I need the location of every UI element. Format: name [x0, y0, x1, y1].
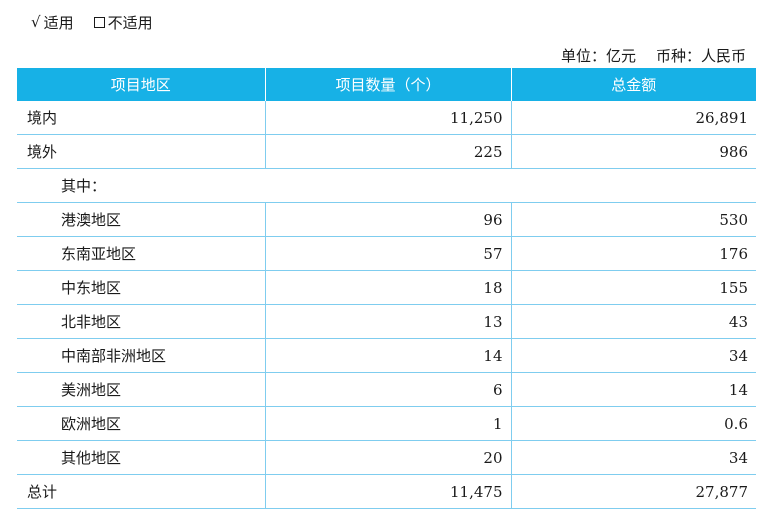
empty-checkbox-icon — [93, 16, 105, 28]
region-cell: 中南部非洲地区 — [17, 338, 265, 373]
table-body: 境内 11,250 26,891 境外 225 986 其中： 港澳地区 96 … — [17, 101, 756, 509]
applicability-options: √ 适用 不适用 — [31, 11, 153, 33]
count-cell: 11,250 — [264, 101, 511, 135]
count-cell: 57 — [264, 236, 511, 271]
region-cell: 港澳地区 — [17, 202, 265, 237]
header-amount: 总金额 — [510, 68, 756, 101]
region-cell: 美洲地区 — [17, 372, 265, 407]
count-cell: 14 — [264, 338, 511, 373]
not-applicable-label: 不适用 — [107, 13, 153, 32]
count-cell: 20 — [264, 440, 511, 475]
amount-cell: 155 — [510, 270, 756, 305]
table-row: 北非地区 13 43 — [17, 304, 756, 339]
region-cell: 境外 — [17, 134, 265, 169]
region-cell: 其中： — [17, 168, 265, 203]
count-cell: 6 — [264, 372, 511, 407]
amount-cell — [511, 168, 756, 203]
amount-cell: 530 — [510, 202, 756, 237]
region-cell: 总计 — [17, 474, 265, 509]
table-row: 东南亚地区 57 176 — [17, 236, 756, 271]
amount-cell: 986 — [510, 134, 756, 169]
amount-cell: 14 — [510, 372, 756, 407]
check-mark-icon: √ — [31, 13, 41, 31]
count-cell: 18 — [264, 270, 511, 305]
amount-cell: 34 — [510, 338, 756, 373]
count-cell: 225 — [264, 134, 511, 169]
count-cell: 11,475 — [264, 474, 511, 509]
count-cell — [265, 168, 511, 203]
amount-cell: 34 — [510, 440, 756, 475]
table-row: 中东地区 18 155 — [17, 270, 756, 305]
table-row-total: 总计 11,475 27,877 — [17, 474, 756, 509]
amount-cell: 26,891 — [510, 101, 756, 135]
amount-cell: 27,877 — [510, 474, 756, 509]
region-cell: 北非地区 — [17, 304, 265, 339]
table-row: 美洲地区 6 14 — [17, 372, 756, 407]
applicable-label: 适用 — [43, 13, 74, 32]
header-count: 项目数量（个） — [264, 68, 511, 101]
amount-cell: 43 — [510, 304, 756, 339]
region-cell: 欧洲地区 — [17, 406, 265, 441]
amount-cell: 0.6 — [510, 406, 756, 441]
table-row: 境外 225 986 — [17, 134, 756, 169]
header-region: 项目地区 — [17, 68, 265, 101]
unit-currency-line: 单位：亿元 币种：人民币 — [561, 44, 746, 66]
amount-cell: 176 — [510, 236, 756, 271]
count-cell: 13 — [264, 304, 511, 339]
count-cell: 1 — [264, 406, 511, 441]
region-cell: 东南亚地区 — [17, 236, 265, 271]
count-cell: 96 — [264, 202, 511, 237]
table-row: 中南部非洲地区 14 34 — [17, 338, 756, 373]
region-cell: 其他地区 — [17, 440, 265, 475]
table-row: 欧洲地区 1 0.6 — [17, 406, 756, 441]
table-row: 其他地区 20 34 — [17, 440, 756, 475]
table-row: 其中： — [17, 168, 756, 203]
region-cell: 境内 — [17, 101, 265, 135]
unit-label: 单位：亿元 — [560, 46, 636, 65]
currency-label: 币种：人民币 — [655, 46, 746, 65]
table-row: 境内 11,250 26,891 — [17, 101, 756, 135]
region-cell: 中东地区 — [17, 270, 265, 305]
table-header: 项目地区 项目数量（个） 总金额 — [17, 68, 756, 101]
table-row: 港澳地区 96 530 — [17, 202, 756, 237]
region-project-table: 项目地区 项目数量（个） 总金额 境内 11,250 26,891 境外 225… — [17, 68, 756, 509]
